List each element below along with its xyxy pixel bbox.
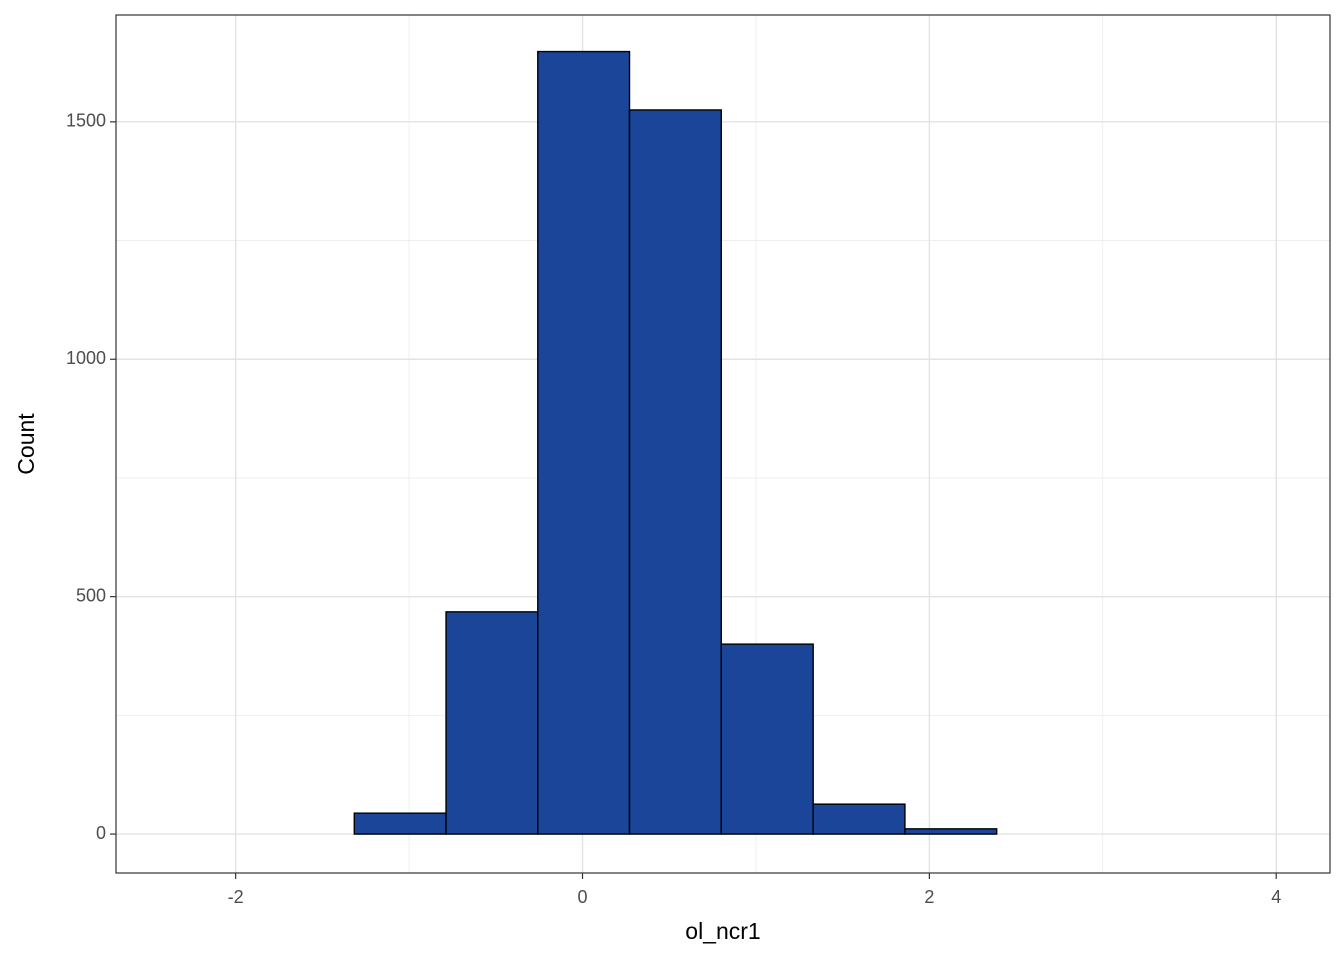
x-tick-label: 2 [924,887,934,907]
bar [720,643,814,835]
axes: -2 0 2 4 0 500 1000 1500 [66,111,1281,907]
bar [904,828,998,835]
y-tick-label: 1000 [66,348,106,368]
x-axis-title: ol_ncr1 [685,918,760,944]
bar [445,611,539,835]
bar [812,803,906,835]
x-tick-label: 4 [1271,887,1281,907]
y-tick-label: 500 [76,585,106,605]
bar [353,812,447,835]
bar [537,50,631,835]
y-tick-label: 0 [96,823,106,843]
x-tick-label: -2 [228,887,244,907]
panel-border [115,14,1331,874]
bars [353,50,998,835]
bar [628,109,722,835]
x-tick-label: 0 [578,887,588,907]
y-axis-title: Count [13,413,39,475]
y-tick-label: 1500 [66,111,106,131]
